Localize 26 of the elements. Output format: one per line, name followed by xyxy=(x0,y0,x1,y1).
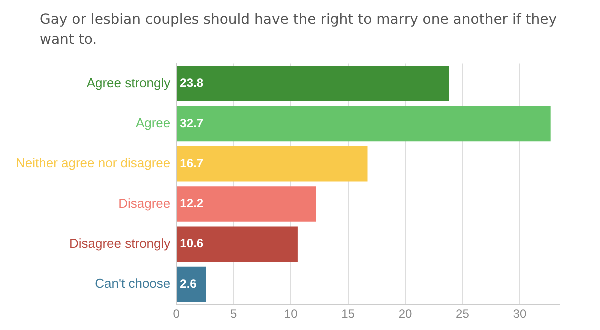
x-tick-label: 15 xyxy=(342,307,356,322)
y-tick-label: Agree strongly xyxy=(86,75,172,90)
y-tick-label: Disagree xyxy=(118,196,171,211)
data-label: 32.7 xyxy=(180,116,204,130)
data-label: 23.8 xyxy=(180,76,204,90)
x-tick-label: 10 xyxy=(284,307,298,322)
bar xyxy=(177,186,316,222)
y-tick-label: Agree xyxy=(136,116,171,131)
bar xyxy=(177,266,206,302)
data-label: 2.6 xyxy=(180,276,198,291)
data-label: 16.7 xyxy=(180,156,204,170)
bar xyxy=(177,146,368,182)
x-tick-label: 0 xyxy=(173,307,180,322)
x-tick-label: 25 xyxy=(456,307,470,322)
bar xyxy=(177,66,449,102)
x-tick-label: 5 xyxy=(230,307,238,322)
data-label: 10.6 xyxy=(180,236,204,251)
x-tick-label: 20 xyxy=(398,307,413,322)
y-tick-label: Disagree strongly xyxy=(69,236,172,251)
y-tick-label: Neither agree nor disagree xyxy=(16,156,171,171)
bar xyxy=(177,106,551,142)
data-label: 12.2 xyxy=(180,196,204,211)
chart-title: Gay or lesbian couples should have the right to marry one another if they want to. xyxy=(40,11,558,50)
y-tick-label: Can't choose xyxy=(95,276,171,292)
x-tick-label: 30 xyxy=(513,307,527,322)
bar xyxy=(177,226,298,262)
